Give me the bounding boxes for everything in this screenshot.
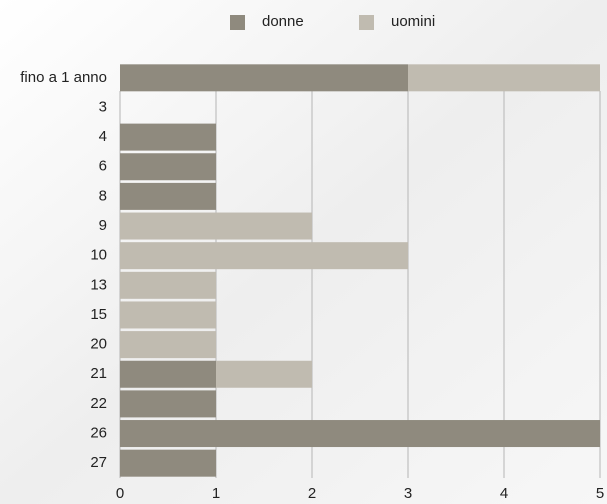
bar xyxy=(120,153,216,180)
bar xyxy=(120,420,600,447)
x-tick-label: 0 xyxy=(116,485,124,502)
legend-swatch xyxy=(230,15,245,30)
x-tick-label: 4 xyxy=(500,485,508,502)
x-tick-label: 2 xyxy=(308,485,316,502)
y-tick-label: 3 xyxy=(99,98,107,115)
bar xyxy=(120,183,216,210)
y-tick-label: 10 xyxy=(90,247,107,264)
y-tick-label: 21 xyxy=(90,365,107,382)
y-tick-label: 20 xyxy=(90,336,107,353)
x-tick-label: 1 xyxy=(212,485,220,502)
y-tick-label: 26 xyxy=(90,425,107,442)
x-tick-label: 5 xyxy=(596,485,604,502)
bar xyxy=(120,390,216,417)
bar xyxy=(120,242,408,269)
bar xyxy=(120,331,216,358)
legend-label: donne xyxy=(262,13,304,30)
y-tick-label: 6 xyxy=(99,158,107,175)
legend-label: uomini xyxy=(391,13,435,30)
chart: 0 1 2 3 4 5 donne uomini fino a 1 anno 3 4 6 8 9 10 13 1… xyxy=(0,0,607,504)
y-tick-label: 22 xyxy=(90,395,107,412)
bar xyxy=(120,301,216,328)
legend-swatch xyxy=(359,15,374,30)
y-tick-label: 8 xyxy=(99,187,107,204)
y-tick-label: fino a 1 anno xyxy=(20,69,107,86)
bar xyxy=(120,213,312,240)
bar xyxy=(120,450,216,477)
y-tick-label: 27 xyxy=(90,454,107,471)
x-tick-label: 3 xyxy=(404,485,412,502)
y-tick-label: 15 xyxy=(90,306,107,323)
y-tick-label: 13 xyxy=(90,276,107,293)
y-tick-label: 4 xyxy=(99,128,107,145)
bar xyxy=(120,64,408,91)
bar xyxy=(120,124,216,151)
y-tick-label: 9 xyxy=(99,217,107,234)
bar xyxy=(408,64,600,91)
bar xyxy=(120,361,216,388)
bar xyxy=(120,272,216,299)
bar xyxy=(216,361,312,388)
